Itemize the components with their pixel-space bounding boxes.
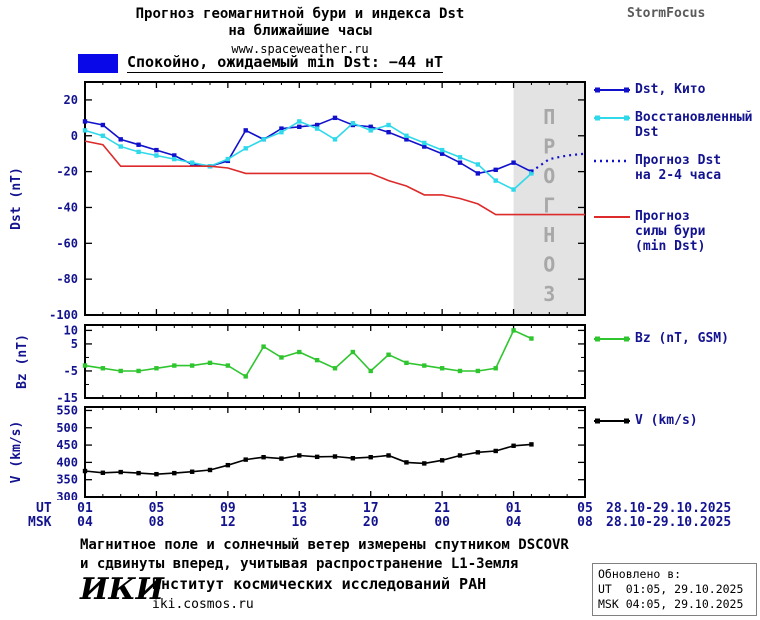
svg-text:Г: Г: [543, 194, 555, 218]
svg-text:-80: -80: [56, 272, 78, 286]
legend-line-marker: [594, 115, 630, 121]
spaceweather-url: www.spaceweather.ru: [231, 42, 369, 56]
legend-line-marker: [594, 87, 630, 93]
axis-tick-label: 04: [505, 515, 522, 530]
svg-text:О: О: [543, 253, 555, 277]
institute-block: Институт космических исследований РАН ik…: [152, 575, 486, 612]
institute-site: iki.cosmos.ru: [152, 597, 254, 612]
time-axis-row-ut: UT 01 05 09 13 17 21 01 05 28.10-29.10.2025: [0, 501, 760, 516]
axis-date-range: 28.10-29.10.2025: [606, 501, 732, 516]
axis-tick-label: 00: [434, 515, 450, 530]
axis-tick-label: 13: [291, 501, 308, 516]
svg-text:Н: Н: [543, 223, 555, 247]
svg-text:-60: -60: [56, 236, 78, 250]
svg-text:Р: Р: [543, 135, 555, 159]
legend-item: Dst, Кито: [593, 82, 759, 97]
axis-date-range: 28.10-29.10.2025: [606, 515, 732, 530]
axis-tick-label: 09: [220, 501, 236, 516]
legend-label: Восстановленный Dst: [635, 110, 753, 140]
legend-item: Прогноз силы бури (min Dst): [593, 209, 759, 254]
axis-tick-label: 05: [577, 501, 593, 516]
legend-label: V (km/s): [635, 413, 698, 428]
axis-name: UT: [36, 501, 52, 516]
svg-text:550: 550: [56, 404, 78, 417]
svg-text:-100: -100: [49, 308, 78, 320]
legend-item: Восстановленный Dst: [593, 110, 759, 140]
updated-ut: UT 01:05, 29.10.2025: [598, 582, 744, 596]
legend-label: Прогноз Dst на 2-4 часа: [635, 153, 722, 183]
legend-item: Bz (nT, GSM): [593, 331, 759, 346]
svg-text:20: 20: [64, 93, 78, 107]
axis-name: MSK: [28, 515, 52, 530]
bz-chart: 105 -5 -15 Bz (nT): [15, 323, 586, 404]
svg-text:400: 400: [56, 455, 78, 469]
svg-text:0: 0: [71, 129, 78, 143]
title-line1: Прогноз геомагнитной бури и индекса Dst: [135, 6, 465, 22]
svg-text:Bz (nT): Bz (nT): [15, 334, 30, 389]
svg-text:5: 5: [71, 337, 78, 351]
legend-label: Прогноз силы бури (min Dst): [635, 209, 706, 254]
updated-box: Обновлено в: UT 01:05, 29.10.2025 MSK 04…: [592, 563, 757, 616]
svg-text:10: 10: [64, 323, 78, 337]
bz-legend: Bz (nT, GSM): [593, 331, 759, 359]
legend-line-marker: [594, 336, 630, 342]
svg-text:300: 300: [56, 490, 78, 500]
v-chart: 550 500 450 400 350 300 V (km/s): [9, 404, 586, 500]
svg-text:О: О: [543, 164, 555, 188]
axis-tick-label: 05: [148, 501, 165, 516]
footnote-line2: и сдвинуты вперед, учитывая распростране…: [80, 556, 519, 572]
legend-line-marker: [594, 216, 630, 218]
legend-line-marker: [594, 418, 630, 424]
time-axis: UT 01 05 09 13 17 21 01 05 28.10-29.10.2025 MSK 04 0…: [0, 501, 760, 533]
status-banner: Спокойно, ожидаемый min Dst: −44 нТ: [78, 53, 444, 73]
dst-legend: Dst, Кито Восстановленный Dst Прогноз Dst …: [593, 82, 759, 267]
svg-text:500: 500: [56, 421, 78, 435]
svg-text:-5: -5: [64, 364, 78, 378]
axis-tick-label: 21: [434, 501, 450, 516]
axis-tick-label: 04: [77, 515, 93, 530]
legend-label: Bz (nT, GSM): [635, 331, 729, 346]
updated-msk: MSK 04:05, 29.10.2025: [598, 597, 744, 611]
axis-tick-label: 01: [77, 501, 93, 516]
institute-name: Институт космических исследований РАН: [152, 575, 487, 593]
time-axis-row-msk: MSK 04 08 12 16 20 00 04 08 28.10-29.10.2025: [0, 515, 760, 530]
title-line2: на ближайшие часы: [228, 23, 372, 39]
updated-label: Обновлено в:: [598, 567, 682, 581]
svg-text:Dst (nT): Dst (nT): [9, 167, 24, 230]
axis-tick-label: 08: [148, 515, 165, 530]
legend-label: Dst, Кито: [635, 82, 706, 97]
axis-tick-label: 20: [362, 515, 379, 530]
footnote: Магнитное поле и солнечный ветер измерен…: [80, 536, 569, 574]
brand-stormfocus: StormFocus: [627, 6, 706, 21]
legend-item: V (km/s): [593, 413, 759, 428]
svg-text:П: П: [543, 105, 555, 129]
legend-line-marker: [594, 159, 630, 163]
svg-text:450: 450: [56, 438, 78, 452]
axis-tick-label: 12: [220, 515, 236, 530]
svg-text:V (km/s): V (km/s): [9, 421, 24, 484]
svg-text:-15: -15: [56, 391, 78, 404]
axis-tick-label: 01: [505, 501, 522, 516]
svg-text:350: 350: [56, 473, 78, 487]
svg-text:З: З: [543, 282, 555, 306]
axis-tick-label: 17: [362, 501, 379, 516]
svg-text:-40: -40: [56, 200, 78, 214]
v-legend: V (km/s): [593, 413, 759, 441]
axis-tick-label: 08: [577, 515, 593, 530]
axis-tick-label: 16: [291, 515, 308, 530]
page-title: Прогноз геомагнитной бури и индекса Dst …: [0, 6, 600, 58]
status-color-swatch: [78, 53, 118, 73]
svg-text:-20: -20: [56, 165, 78, 179]
iki-logo: ИКИ: [80, 572, 164, 607]
status-text: Спокойно, ожидаемый min Dst: −44 нТ: [127, 53, 444, 73]
legend-item: Прогноз Dst на 2-4 часа: [593, 153, 759, 183]
footnote-line1: Магнитное поле и солнечный ветер измерен…: [80, 537, 569, 553]
